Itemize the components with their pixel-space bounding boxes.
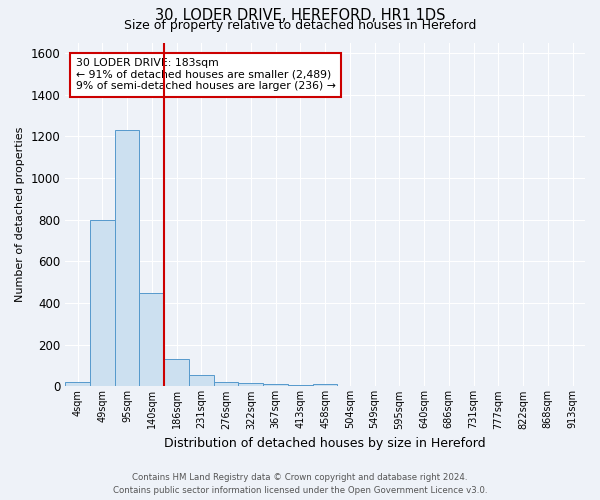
- Bar: [164, 360, 189, 386]
- Y-axis label: Number of detached properties: Number of detached properties: [15, 127, 25, 302]
- Bar: [65, 382, 90, 386]
- Bar: [90, 220, 115, 386]
- Bar: [139, 292, 164, 386]
- Text: Size of property relative to detached houses in Hereford: Size of property relative to detached ho…: [124, 18, 476, 32]
- Bar: [189, 375, 214, 386]
- Bar: [238, 384, 263, 386]
- Bar: [313, 384, 337, 386]
- Text: 30, LODER DRIVE, HEREFORD, HR1 1DS: 30, LODER DRIVE, HEREFORD, HR1 1DS: [155, 8, 445, 22]
- Bar: [263, 384, 288, 386]
- X-axis label: Distribution of detached houses by size in Hereford: Distribution of detached houses by size …: [164, 437, 486, 450]
- Bar: [214, 382, 238, 386]
- Bar: [115, 130, 139, 386]
- Text: 30 LODER DRIVE: 183sqm
← 91% of detached houses are smaller (2,489)
9% of semi-d: 30 LODER DRIVE: 183sqm ← 91% of detached…: [76, 58, 335, 91]
- Text: Contains HM Land Registry data © Crown copyright and database right 2024.
Contai: Contains HM Land Registry data © Crown c…: [113, 474, 487, 495]
